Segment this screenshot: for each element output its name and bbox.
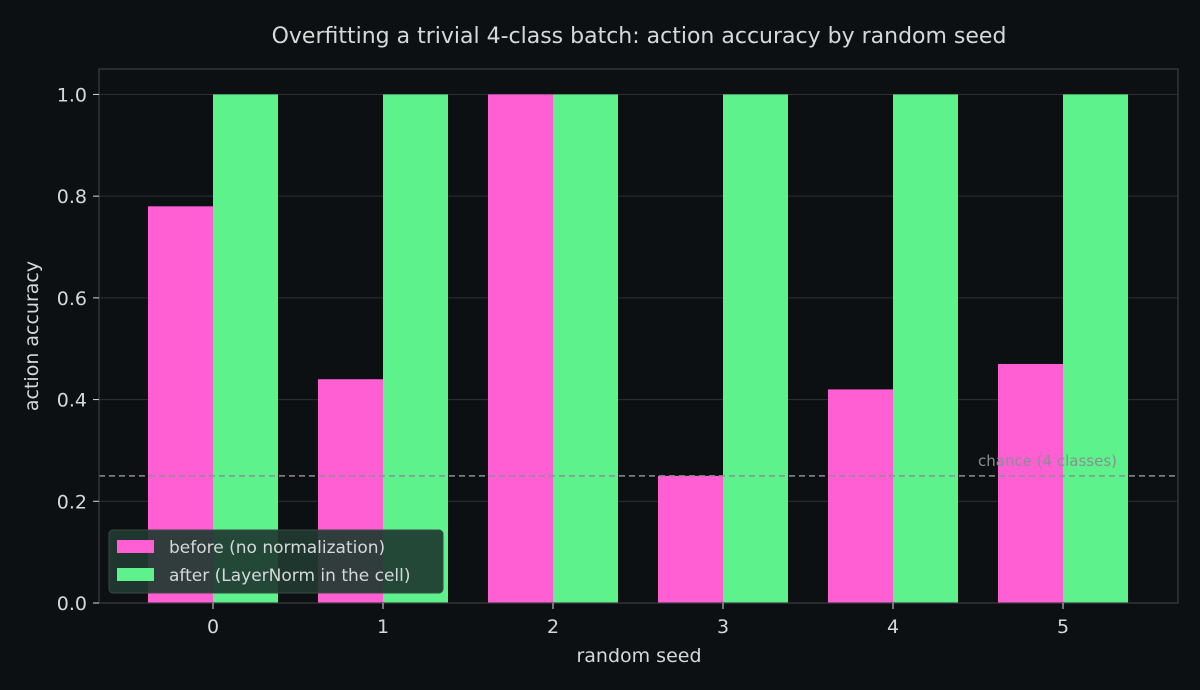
x-tick-label: 4 [887, 616, 899, 638]
chart-title: Overfitting a trivial 4-class batch: act… [272, 24, 1007, 49]
x-axis-label: random seed [576, 645, 701, 667]
bar-before-seed-5 [998, 363, 1063, 603]
y-tick-label: 0.4 [57, 390, 87, 412]
x-tick-label: 5 [1057, 616, 1069, 638]
bar-after-seed-0 [213, 94, 278, 603]
bar-after-seed-3 [723, 94, 788, 603]
legend-label-before: before (no normalization) [169, 538, 385, 558]
legend-box [108, 529, 444, 594]
plot-frame [98, 68, 1179, 604]
bar-after-seed-2 [553, 94, 618, 603]
x-tick-label: 2 [547, 616, 559, 638]
y-axis-label: action accuracy [21, 261, 43, 411]
x-axis-ticks: 0 1 2 3 4 5 [207, 603, 1069, 638]
y-tick-label: 0.8 [57, 186, 87, 208]
chance-line-label: chance (4 classes) [978, 452, 1117, 470]
x-tick-label: 1 [377, 616, 389, 638]
bar-after-seed-1 [383, 94, 448, 603]
x-tick-label: 0 [207, 616, 219, 638]
y-axis-ticks: 0.0 0.2 0.4 0.6 0.8 1.0 [57, 84, 99, 615]
bars [148, 94, 1128, 604]
legend-swatch-after [117, 568, 154, 581]
reference-line-group: chance (4 classes) [99, 452, 1178, 477]
legend: before (no normalization) after (LayerNor… [108, 529, 444, 594]
y-tick-label: 0.0 [57, 593, 87, 615]
legend-label-after: after (LayerNorm in the cell) [169, 566, 411, 586]
bar-before-seed-2 [488, 94, 553, 603]
y-tick-label: 0.6 [57, 288, 87, 310]
legend-swatch-before [117, 540, 154, 553]
y-tick-label: 0.2 [57, 491, 87, 513]
x-tick-label: 3 [717, 616, 729, 638]
bar-before-seed-3 [658, 475, 723, 603]
bar-after-seed-5 [1063, 94, 1128, 603]
bar-before-seed-4 [828, 389, 893, 603]
y-tick-label: 1.0 [57, 84, 87, 106]
bar-after-seed-4 [893, 94, 958, 603]
